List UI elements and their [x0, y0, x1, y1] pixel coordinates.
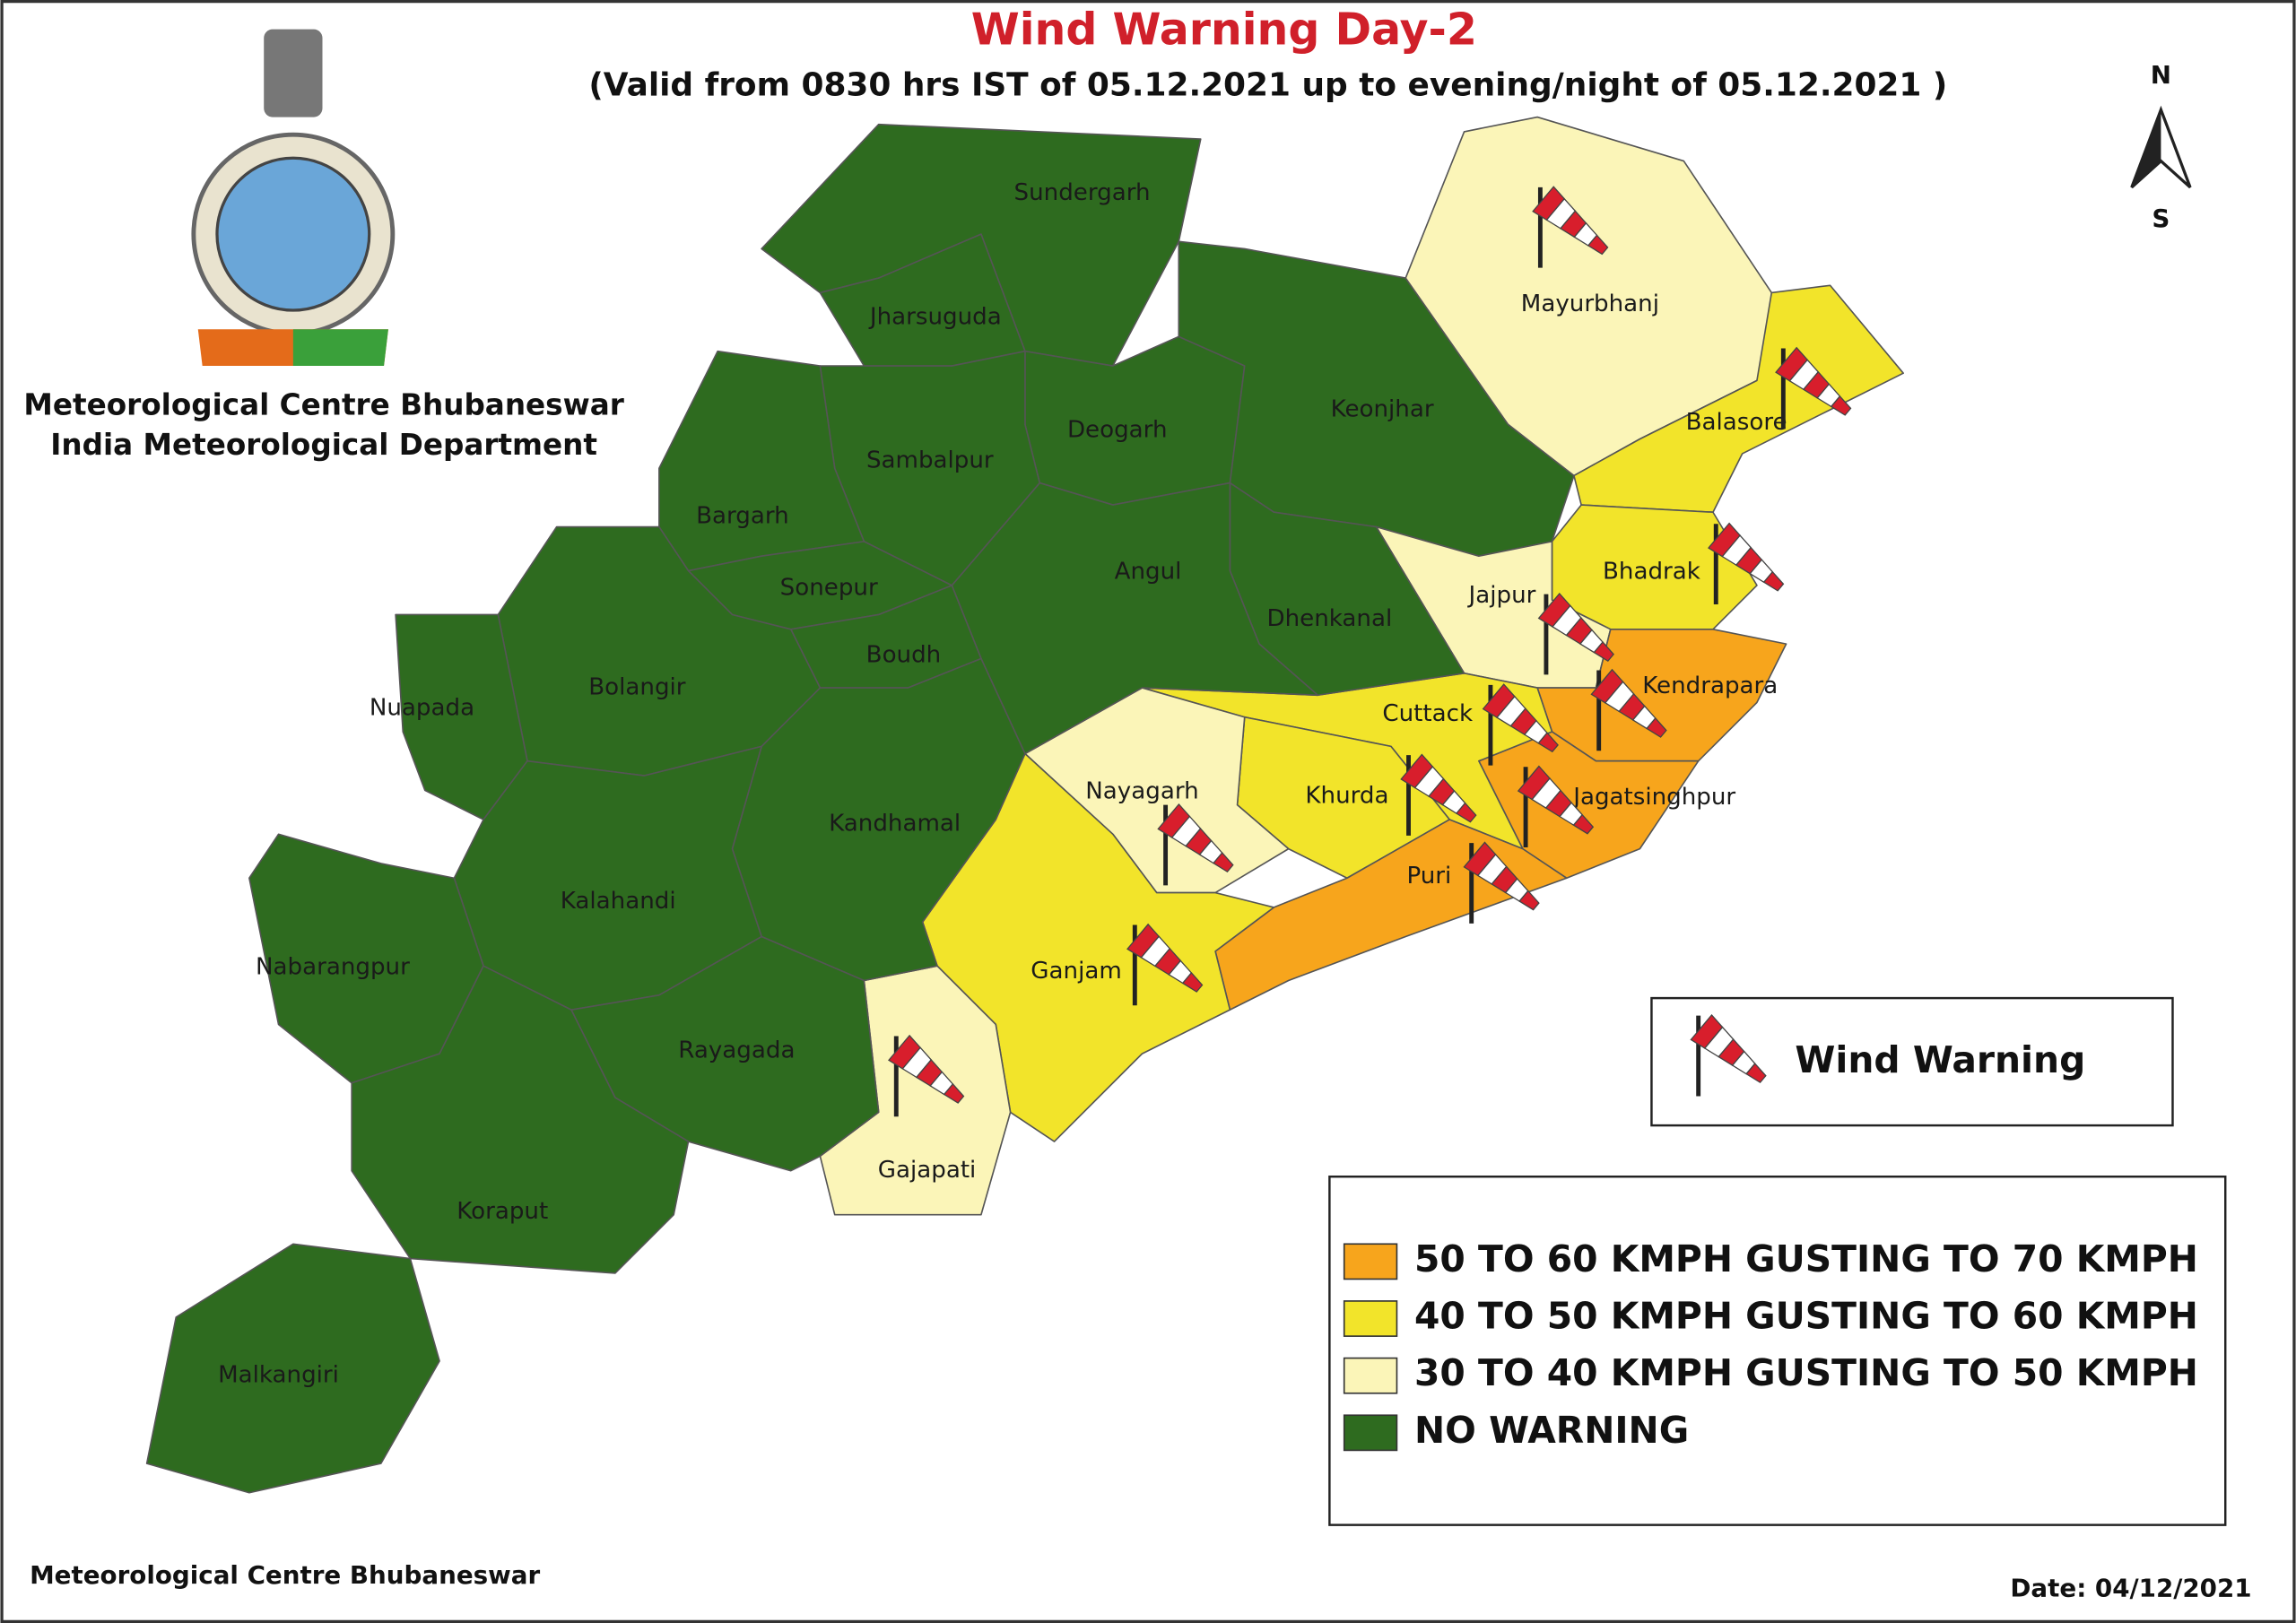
windsock-cone [1590, 668, 1667, 738]
windsock-stripe [1762, 570, 1785, 592]
windsock-cone [1463, 841, 1540, 911]
legend-label: 40 TO 50 KMPH GUSTING TO 60 KMPH [1414, 1295, 2198, 1338]
windsock-cone [888, 1034, 965, 1104]
footer-left: Meteorological Centre Bhubaneswar [30, 1560, 540, 1590]
district-label: Ganjam [1031, 958, 1121, 985]
wind-legend-label: Wind Warning [1795, 1038, 2085, 1081]
windsock [1126, 923, 1204, 1006]
district-label: Sonepur [780, 575, 878, 602]
district-label: Koraput [457, 1198, 548, 1225]
windsock-stripe [1646, 716, 1667, 738]
windsock-stripe [1745, 1063, 1767, 1084]
district [145, 1243, 440, 1494]
district-label: Bargarh [696, 503, 789, 530]
windsock-cone [1157, 803, 1234, 873]
footer-date: Date: 04/12/2021 [2010, 1573, 2251, 1602]
windsock [1532, 186, 1609, 268]
windsock [1400, 753, 1477, 836]
district-label: Sambalpur [866, 447, 994, 474]
district-label: Malkangiri [218, 1362, 339, 1389]
windsock-cone [1482, 683, 1559, 753]
district-label: Keonjhar [1331, 395, 1434, 422]
windsock [1482, 683, 1559, 766]
org-name: Meteorological Centre Bhubaneswar [23, 388, 623, 422]
windsock-cone [1707, 522, 1785, 592]
windsock-stripe [1593, 641, 1614, 662]
windsock [1537, 592, 1614, 675]
district-label: Deogarh [1067, 416, 1168, 443]
windsock-stripe [1455, 802, 1477, 823]
legend-box [1328, 1175, 2227, 1526]
district-label: Khurda [1305, 782, 1388, 809]
legend-swatch [1343, 1243, 1398, 1280]
title: Wind Warning Day-2 [971, 4, 1477, 55]
windsock-stripe [1587, 234, 1609, 256]
windsock-cone [1775, 346, 1852, 416]
district-label: Kalahandi [561, 888, 676, 915]
windsock [1157, 803, 1234, 886]
district-label: Kandhamal [829, 810, 961, 837]
compass-south: S [2152, 204, 2170, 233]
district-label: Boudh [866, 642, 942, 669]
windsock-cone [1126, 923, 1204, 993]
windsocks [888, 186, 1852, 1117]
district [351, 965, 690, 1274]
district-labels: Sundergarh Jharsuguda Deogarh Keonjhar Mayur… [218, 179, 1787, 1389]
district-label: Balasore [1686, 409, 1787, 436]
district-label: Bolangir [588, 674, 686, 701]
district-label: Mayurbhanj [1521, 291, 1659, 317]
district-label: Dhenkanal [1267, 605, 1393, 632]
windsock-cone [1537, 592, 1614, 662]
windsock [1690, 1013, 1767, 1097]
imd-logo [191, 29, 396, 367]
district-label: Jajpur [1467, 582, 1536, 609]
district-label: Bhadrak [1603, 559, 1701, 586]
district-label: Sundergarh [1014, 179, 1151, 206]
windsock-cone [1690, 1013, 1767, 1084]
district-label: Nuapada [370, 694, 474, 721]
district-label: Jagatsinghpur [1571, 784, 1735, 811]
legend: 50 TO 60 KMPH GUSTING TO 70 KMPH 40 TO 50… [1343, 1237, 2198, 1452]
windsock-cone [1400, 753, 1477, 823]
windsock-cone [1517, 765, 1595, 835]
windsock-stripe [1572, 813, 1595, 835]
windsock-stripe [943, 1082, 965, 1104]
district-label: Cuttack [1382, 700, 1474, 727]
district-label: Jharsuguda [868, 304, 1002, 331]
district-label: Puri [1406, 863, 1451, 890]
windsock-stripe [1213, 852, 1234, 873]
legend-swatch [1343, 1357, 1398, 1394]
district-label: Rayagada [678, 1037, 795, 1063]
district-label: Nabarangpur [256, 953, 410, 980]
legend-label: NO WARNING [1414, 1409, 1689, 1452]
windsock-stripe [1537, 732, 1559, 753]
windsock-cone [1532, 186, 1609, 256]
compass-north: N [2151, 60, 2171, 90]
district-label: Nayagarh [1085, 777, 1198, 804]
district-label: Angul [1115, 559, 1182, 586]
org-name: India Meteorological Department [50, 428, 597, 462]
windsock-stripe [1518, 890, 1540, 911]
legend-swatch [1343, 1300, 1398, 1337]
legend-label: 30 TO 40 KMPH GUSTING TO 50 KMPH [1414, 1351, 2198, 1394]
compass [2130, 105, 2192, 189]
windsock [1707, 522, 1785, 605]
windsock [888, 1034, 965, 1117]
windsock [1590, 668, 1667, 751]
wind-legend-icon [1690, 1013, 1767, 1097]
subtitle: (Valid from 0830 hrs IST of 05.12.2021 u… [588, 66, 1947, 103]
legend-swatch [1343, 1414, 1398, 1452]
windsock [1775, 346, 1852, 430]
windsock [1463, 841, 1540, 924]
district-label: Kendrapara [1642, 673, 1778, 699]
district-label: Gajapati [878, 1157, 977, 1184]
windsock-stripe [1181, 971, 1204, 993]
windsock [1517, 765, 1595, 847]
legend-label: 50 TO 60 KMPH GUSTING TO 70 KMPH [1414, 1237, 2198, 1280]
windsock-stripe [1830, 395, 1852, 416]
